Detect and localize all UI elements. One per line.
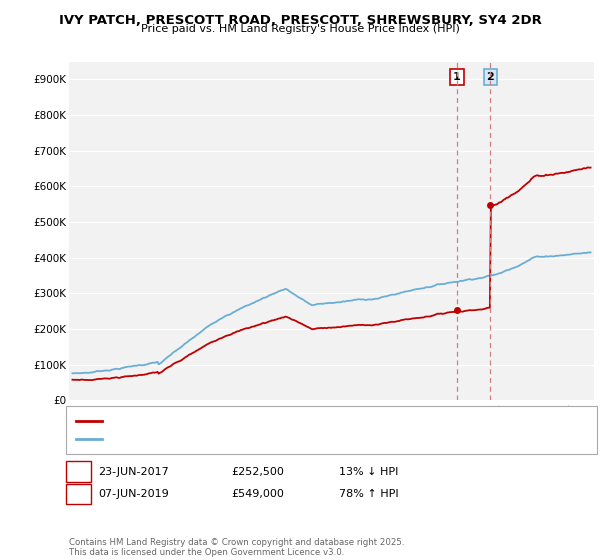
Text: 13% ↓ HPI: 13% ↓ HPI	[339, 466, 398, 477]
Text: £252,500: £252,500	[231, 466, 284, 477]
Text: IVY PATCH, PRESCOTT ROAD, PRESCOTT, SHREWSBURY, SY4 2DR (detached house): IVY PATCH, PRESCOTT ROAD, PRESCOTT, SHRE…	[108, 416, 522, 426]
Text: 2: 2	[487, 72, 494, 82]
Text: 1: 1	[75, 466, 82, 477]
Text: IVY PATCH, PRESCOTT ROAD, PRESCOTT, SHREWSBURY, SY4 2DR: IVY PATCH, PRESCOTT ROAD, PRESCOTT, SHRE…	[59, 14, 541, 27]
Text: 07-JUN-2019: 07-JUN-2019	[98, 489, 169, 499]
Text: Price paid vs. HM Land Registry's House Price Index (HPI): Price paid vs. HM Land Registry's House …	[140, 24, 460, 34]
Text: £549,000: £549,000	[231, 489, 284, 499]
Text: 2: 2	[75, 489, 82, 499]
Text: 23-JUN-2017: 23-JUN-2017	[98, 466, 169, 477]
Text: 78% ↑ HPI: 78% ↑ HPI	[339, 489, 398, 499]
Text: HPI: Average price, detached house, Shropshire: HPI: Average price, detached house, Shro…	[108, 434, 346, 444]
Text: 1: 1	[453, 72, 461, 82]
Text: Contains HM Land Registry data © Crown copyright and database right 2025.
This d: Contains HM Land Registry data © Crown c…	[69, 538, 404, 557]
